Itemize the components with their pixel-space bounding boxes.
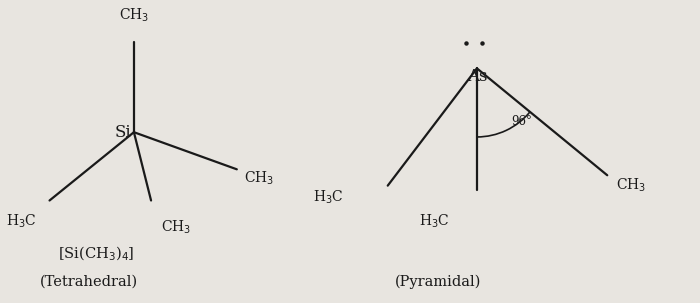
Text: CH$_3$: CH$_3$ [616,177,646,194]
Text: CH$_3$: CH$_3$ [161,218,192,236]
Text: (Tetrahedral): (Tetrahedral) [40,275,138,288]
Text: Si: Si [115,124,131,141]
Text: (Pyramidal): (Pyramidal) [395,274,481,289]
Text: [Si(CH$_3$)$_4$]: [Si(CH$_3$)$_4$] [58,245,135,263]
Text: As: As [467,68,487,85]
Text: CH$_3$: CH$_3$ [119,6,149,24]
Text: CH$_3$: CH$_3$ [244,169,274,187]
Text: H$_3$C: H$_3$C [419,212,449,230]
Text: H$_3$C: H$_3$C [6,212,36,230]
Text: H$_3$C: H$_3$C [312,189,343,206]
Text: 96°: 96° [511,115,532,128]
